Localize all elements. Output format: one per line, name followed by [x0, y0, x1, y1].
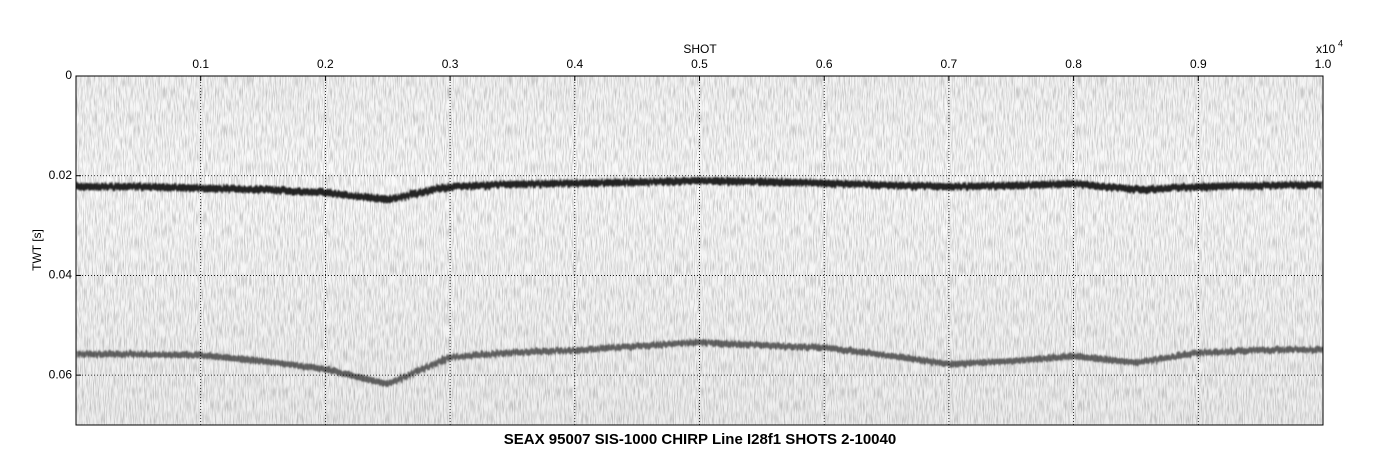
x-tick-label: 0.5	[691, 57, 708, 71]
reflector	[76, 177, 1323, 204]
chart-title: SEAX 95007 SIS-1000 CHIRP Line I28f1 SHO…	[504, 431, 896, 448]
x-exponent: 4	[1338, 38, 1343, 48]
x-tick-label: 0.1	[192, 57, 209, 71]
x-tick-label: 0.6	[816, 57, 833, 71]
x-tick-label: 0.9	[1190, 57, 1207, 71]
y-tick-label: 0.06	[49, 367, 73, 381]
x-tick-label: 1.0	[1315, 57, 1332, 71]
x-tick-label: 0.8	[1065, 57, 1082, 71]
x-tick-label: 0.3	[442, 57, 459, 71]
reflectors	[76, 177, 1323, 388]
y-tick-label: 0.02	[49, 168, 73, 182]
y-tick-label: 0	[65, 68, 72, 82]
x-multiplier: x10	[1316, 42, 1336, 56]
y-axis-label: TWT [s]	[30, 229, 44, 271]
reflector	[76, 339, 1323, 388]
axes-box	[75, 75, 1324, 426]
x-axis-label: SHOT	[683, 42, 717, 56]
x-tick-label: 0.2	[317, 57, 334, 71]
x-tick-label: 0.4	[566, 57, 583, 71]
y-tick-label: 0.04	[49, 268, 73, 282]
x-tick-label: 0.7	[941, 57, 958, 71]
